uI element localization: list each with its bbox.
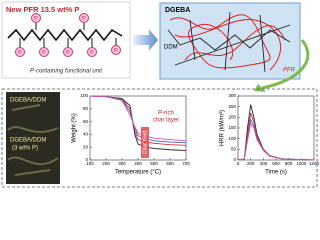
title: New PFR 13.5 wt% P xyxy=(6,5,79,14)
label: PFR xyxy=(283,68,296,74)
y-tick-label: 40 xyxy=(83,132,89,137)
y-tick-label: 100 xyxy=(228,136,236,141)
y-tick-label: 200 xyxy=(228,115,236,120)
p-label: P xyxy=(114,48,118,54)
x-tick-label: 600 xyxy=(166,161,174,166)
y-axis-label: Weight (%) xyxy=(72,113,78,143)
p-label: P xyxy=(66,50,70,56)
epoxy-network xyxy=(167,11,291,73)
image-label: DGEBA/DDM xyxy=(10,138,46,144)
p-label: P xyxy=(82,16,86,22)
p-circle xyxy=(39,47,49,57)
series-line xyxy=(89,95,187,142)
x-tick-label: 400 xyxy=(134,161,142,166)
y-tick-label: 150 xyxy=(228,125,236,130)
x-axis-label: Time (s) xyxy=(265,170,287,176)
y-tick-label: 20 xyxy=(83,144,89,149)
graphic: New PFR 13.5 wt% P P P P P P P P P-containing … xyxy=(1,1,319,188)
y-tick-label: 250 xyxy=(228,104,236,109)
annotation: char layer xyxy=(153,118,179,124)
texture xyxy=(7,104,59,176)
x-tick-label: 800 xyxy=(285,161,293,166)
y-axis-label: HRR (kW/m²) xyxy=(220,110,226,146)
x-tick-label: 500 xyxy=(150,161,158,166)
x-axis-label: Temperature (°C) xyxy=(115,170,161,176)
y-tick-label: 80 xyxy=(83,106,89,111)
p-label: P xyxy=(34,16,38,22)
x-tick-label: 200 xyxy=(102,161,110,166)
y-tick-label: 50 xyxy=(231,147,237,152)
sem-image xyxy=(6,92,60,184)
x-tick-label: 200 xyxy=(247,161,255,166)
x-tick-label: 300 xyxy=(118,161,126,166)
y-tick-label: 0 xyxy=(85,157,88,162)
chain xyxy=(7,28,123,42)
char-box xyxy=(141,127,149,158)
p-label: P xyxy=(18,50,22,56)
p-circle xyxy=(15,47,25,57)
page: New PFR 13.5 wt% P P P P P P P P P-containing … xyxy=(0,0,320,189)
p-label: P xyxy=(90,50,94,56)
y-tick-label: 60 xyxy=(83,119,89,124)
p-circle xyxy=(111,45,121,55)
results-box xyxy=(1,88,318,188)
image-label: DGEBA/DDM xyxy=(10,98,46,104)
char-label: Char Yield xyxy=(142,131,148,154)
p-circle xyxy=(87,47,97,57)
p-circle xyxy=(79,13,89,23)
annotation: P-rich xyxy=(158,111,174,117)
p-circle xyxy=(31,13,41,23)
arrow-head xyxy=(254,84,266,92)
pfr-chains xyxy=(169,14,286,71)
x-tick-label: 1200 xyxy=(309,161,319,166)
x-tick-label: 100 xyxy=(86,161,94,166)
x-tick-label: 400 xyxy=(260,161,268,166)
plot-area xyxy=(89,95,187,161)
image-label: (3 wt% P) xyxy=(12,146,38,152)
x-tick-label: 0 xyxy=(237,161,240,166)
y-tick-label: 0 xyxy=(233,157,236,162)
x-tick-label: 600 xyxy=(272,161,280,166)
x-tick-label: 1000 xyxy=(296,161,307,166)
p-circle xyxy=(63,47,73,57)
caption: P-containing functional unit xyxy=(30,69,102,75)
x-tick-label: 700 xyxy=(182,161,190,166)
y-tick-label: 100 xyxy=(80,93,88,98)
series-line xyxy=(237,122,315,161)
flow-arrow xyxy=(261,39,310,90)
p-label: P xyxy=(42,50,46,56)
arrow xyxy=(133,29,158,51)
y-tick-label: 300 xyxy=(228,93,236,98)
label: DDM xyxy=(164,45,178,51)
p-units: P P P P P P P xyxy=(15,13,121,57)
label: DGEBA xyxy=(165,7,190,14)
